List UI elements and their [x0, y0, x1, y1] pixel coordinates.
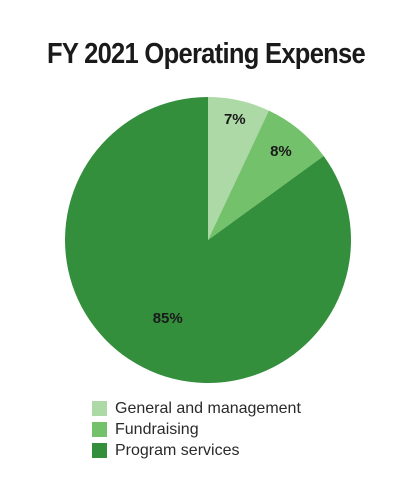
chart-title: FY 2021 Operating Expense — [46, 38, 366, 70]
legend-swatch — [92, 422, 107, 437]
legend-item-fundraising: Fundraising — [92, 419, 301, 440]
pie-slice-fundraising — [208, 110, 324, 240]
legend-label: Fundraising — [115, 420, 199, 438]
legend-swatch — [92, 401, 107, 416]
pie-label-general-and-management: 7% — [224, 111, 246, 128]
pie-slice-general-and-management — [208, 97, 269, 240]
legend-swatch — [92, 443, 107, 458]
pie-label-program-services: 85% — [153, 310, 183, 327]
legend-item-general-and-management: General and management — [92, 398, 301, 419]
pie-slice-program-services — [64, 97, 351, 383]
legend-label: General and management — [115, 399, 301, 417]
legend-item-program-services: Program services — [92, 440, 301, 461]
legend-label: Program services — [115, 441, 240, 459]
legend: General and management Fundraising Progr… — [92, 398, 301, 461]
pie-label-fundraising: 8% — [270, 143, 292, 160]
